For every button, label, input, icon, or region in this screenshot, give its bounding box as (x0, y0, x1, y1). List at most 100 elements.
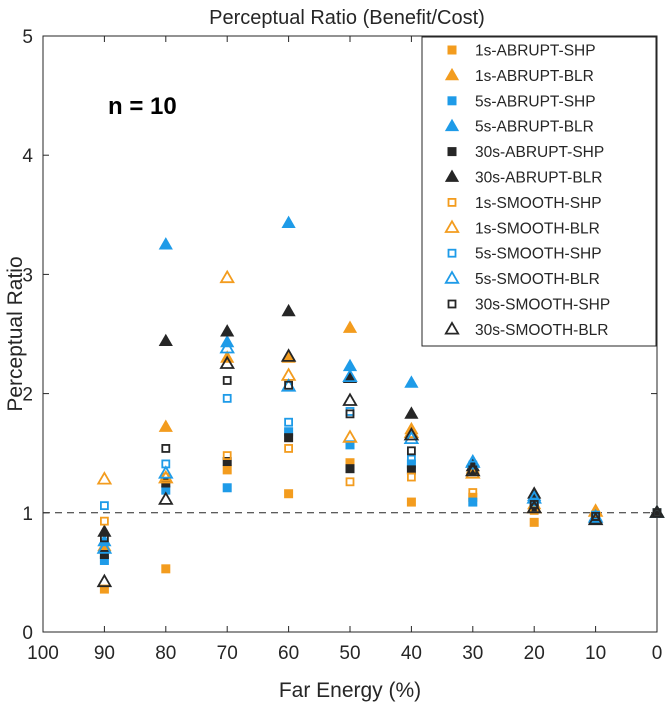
data-point (222, 457, 232, 467)
data-point (284, 380, 294, 390)
data-point (342, 429, 358, 443)
data-point (284, 427, 294, 437)
data-point (219, 269, 235, 284)
data-point (406, 497, 416, 507)
x-tick-label: 10 (585, 643, 606, 664)
legend-label: 1s-SMOOTH-BLR (475, 220, 600, 237)
data-point (222, 451, 232, 460)
legend-marker (444, 270, 460, 284)
data-point (406, 459, 416, 469)
legend-label: 1s-SMOOTH-SHP (475, 195, 602, 212)
data-point (345, 464, 355, 474)
data-point (96, 540, 113, 554)
data-point (468, 460, 478, 470)
legend-label: 5s-ABRUPT-SHP (475, 93, 596, 110)
data-point (158, 237, 173, 250)
data-point (219, 355, 235, 369)
legend-marker (444, 118, 460, 132)
data-point (99, 584, 109, 594)
x-tick-label: 50 (339, 643, 360, 664)
data-point (158, 465, 174, 479)
y-tick-label: 2 (22, 385, 33, 406)
data-point (468, 497, 478, 507)
data-point (219, 340, 235, 354)
legend-marker (444, 169, 460, 182)
data-point (161, 564, 171, 574)
legend-label: 5s-ABRUPT-BLR (475, 119, 594, 136)
sample-size-annotation: n = 10 (108, 93, 177, 120)
data-point (345, 409, 355, 419)
legend-marker (447, 45, 457, 55)
data-point (404, 406, 419, 419)
data-point (158, 333, 173, 346)
legend-marker (447, 96, 457, 106)
y-tick-label: 4 (22, 146, 33, 167)
data-point (99, 550, 109, 560)
legend-label: 1s-ABRUPT-SHP (475, 43, 596, 60)
legend-label: 5s-SMOOTH-SHP (475, 246, 602, 263)
series-30s-smooth-blr (96, 348, 665, 588)
data-point (284, 444, 294, 453)
legend-marker (447, 299, 457, 309)
legend-label: 30s-SMOOTH-BLR (475, 322, 609, 339)
data-point (403, 427, 420, 441)
data-point (342, 320, 358, 333)
legend-label: 30s-SMOOTH-SHP (475, 297, 610, 314)
data-point (100, 501, 109, 511)
data-point (220, 324, 235, 337)
data-point (222, 393, 232, 403)
x-tick-label: 40 (401, 643, 422, 664)
data-point (281, 303, 296, 317)
data-point (406, 472, 416, 482)
data-point (281, 350, 296, 363)
data-point (222, 376, 232, 385)
legend: 1s-ABRUPT-SHP 1s-ABRUPT-BLR 5s-ABRUPT-SHP 5… (421, 36, 657, 347)
data-point (99, 555, 109, 565)
legend-marker (444, 67, 460, 81)
y-tick-label: 5 (22, 27, 33, 48)
legend-label: 30s-ABRUPT-BLR (475, 170, 602, 187)
data-point (406, 465, 416, 475)
data-point (468, 492, 478, 502)
data-point (345, 477, 355, 487)
y-tick-label: 3 (22, 265, 33, 286)
data-point (96, 573, 113, 588)
x-tick-label: 60 (278, 643, 299, 664)
data-point (649, 504, 665, 518)
data-point (526, 499, 542, 514)
x-tick-label: 100 (27, 643, 59, 664)
data-point (465, 462, 481, 477)
data-point (100, 516, 109, 526)
data-point (342, 392, 358, 406)
data-point (403, 424, 420, 439)
data-point (158, 419, 173, 432)
data-point (406, 446, 416, 456)
data-point (222, 465, 232, 475)
x-tick-label: 80 (155, 643, 176, 664)
legend-label: 5s-SMOOTH-BLR (475, 271, 600, 288)
x-axis-label: Far Energy (%) (279, 679, 421, 702)
data-point (284, 417, 294, 427)
data-point (342, 370, 358, 383)
legend-marker (447, 147, 457, 157)
data-point (97, 533, 112, 547)
data-point (403, 430, 420, 445)
data-point (222, 483, 232, 493)
data-point (158, 491, 174, 505)
data-point (96, 471, 113, 485)
data-point (406, 454, 416, 464)
chart-title: Perceptual Ratio (Benefit/Cost) (209, 7, 485, 29)
x-tick-label: 70 (217, 643, 238, 664)
data-point (280, 348, 297, 362)
x-tick-label: 30 (462, 643, 483, 664)
data-point (587, 511, 604, 526)
data-point (404, 375, 419, 388)
legend-label: 1s-ABRUPT-BLR (475, 68, 594, 85)
data-point (529, 506, 539, 515)
legend-marker (447, 248, 457, 258)
data-point (587, 503, 604, 517)
data-point (161, 444, 171, 453)
y-axis-label: Perceptual Ratio (4, 256, 27, 411)
data-point (161, 485, 171, 495)
